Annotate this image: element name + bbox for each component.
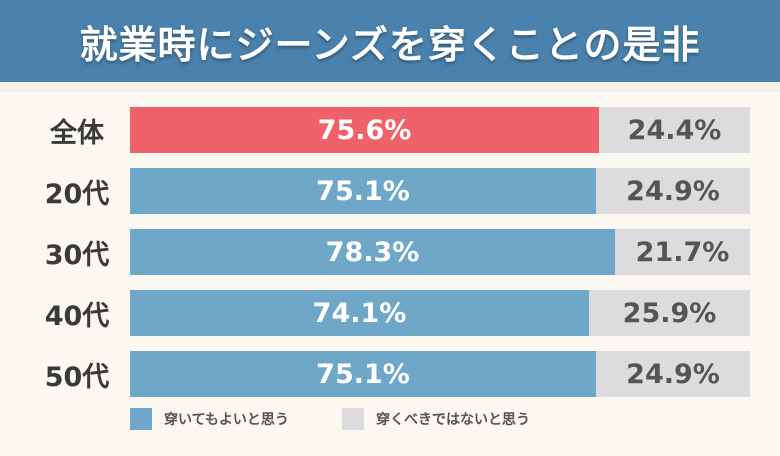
bar-segment-yes: 75.1% bbox=[130, 168, 596, 214]
data-label-yes: 75.6% bbox=[317, 114, 412, 146]
category-label: 50代 bbox=[44, 361, 110, 393]
bar-segment-yes: 75.1% bbox=[130, 351, 596, 397]
title-bar: 就業時にジーンズを穿くことの是非 bbox=[0, 0, 780, 82]
bar-segment-yes: 75.6% bbox=[130, 107, 599, 153]
bar-segment-no: 24.9% bbox=[596, 168, 750, 214]
data-label-yes: 75.1% bbox=[316, 358, 410, 390]
category-label: 20代 bbox=[44, 178, 110, 210]
legend-swatch-yes bbox=[130, 408, 152, 430]
data-label-no: 25.9% bbox=[622, 297, 717, 329]
bar-segment-no: 24.9% bbox=[596, 351, 750, 397]
bar-segment-no: 24.4% bbox=[599, 107, 750, 153]
bar-segment-no: 21.7% bbox=[615, 229, 750, 275]
legend-swatch-no bbox=[342, 408, 364, 430]
data-label-yes: 74.1% bbox=[312, 297, 407, 329]
data-label-no: 24.9% bbox=[626, 175, 720, 207]
data-label-no: 21.7% bbox=[635, 236, 730, 268]
category-label: 40代 bbox=[44, 300, 110, 332]
legend-label-no: 穿くべきではないと思う bbox=[376, 412, 530, 428]
data-label-yes: 78.3% bbox=[325, 236, 420, 268]
data-label-no: 24.9% bbox=[626, 358, 720, 390]
bar-segment-no: 25.9% bbox=[589, 290, 750, 336]
category-label: 30代 bbox=[44, 239, 110, 271]
category-label: 全体 bbox=[50, 117, 104, 149]
legend-item-yes: 穿いてもよいと思う bbox=[130, 408, 289, 430]
bar-segment-yes: 74.1% bbox=[130, 290, 589, 336]
data-label-yes: 75.1% bbox=[316, 175, 410, 207]
bar-segment-yes: 78.3% bbox=[130, 229, 615, 275]
chart-title: 就業時にジーンズを穿くことの是非 bbox=[79, 22, 701, 67]
data-label-no: 24.4% bbox=[627, 114, 722, 146]
legend-item-no: 穿くべきではないと思う bbox=[342, 408, 530, 430]
legend-label-yes: 穿いてもよいと思う bbox=[164, 412, 289, 428]
